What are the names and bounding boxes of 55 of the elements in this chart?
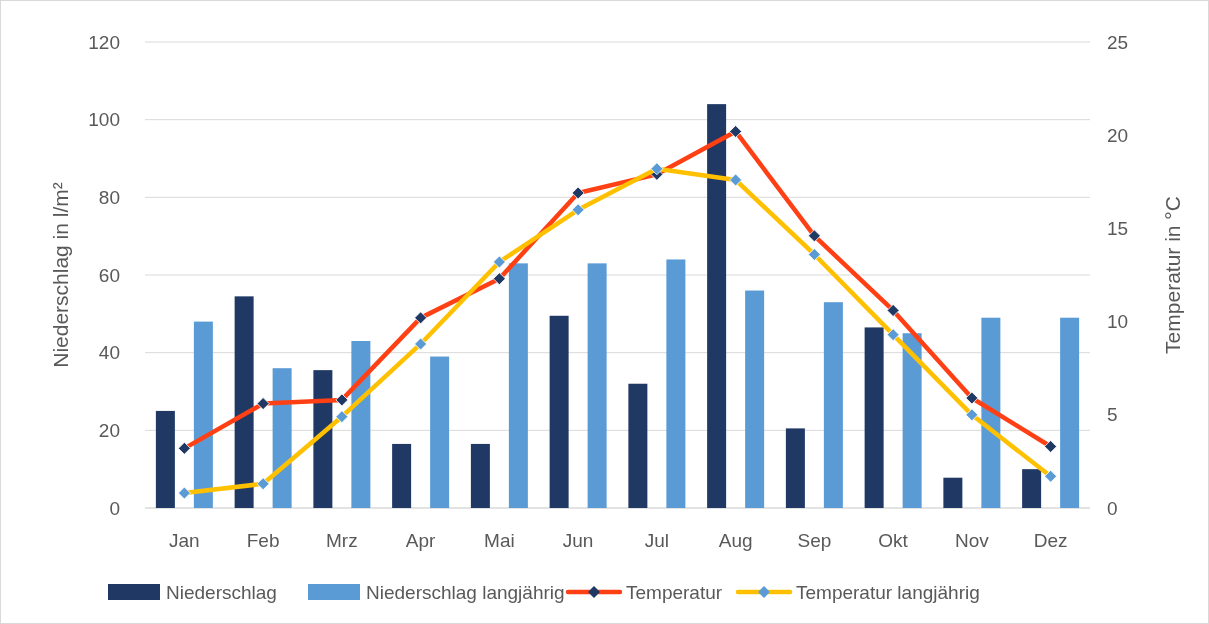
x-tick-label: Nov <box>954 529 990 551</box>
y2-tick-label: 20 <box>1107 124 1129 146</box>
x-tick-label: Jan <box>169 529 200 551</box>
y-tick-label: 80 <box>98 186 120 208</box>
y2-tick-label: 15 <box>1107 218 1129 240</box>
x-tick-label: Dez <box>1033 529 1068 551</box>
bar <box>943 477 963 508</box>
x-tick-label: Apr <box>405 529 437 551</box>
bar <box>549 315 569 508</box>
bar <box>313 370 333 508</box>
bar <box>508 263 528 508</box>
bar <box>272 368 292 508</box>
bar <box>864 327 884 508</box>
bar <box>785 428 805 508</box>
bar <box>981 317 1001 508</box>
bar <box>193 321 213 508</box>
y-tick-label: 40 <box>98 342 120 364</box>
y-tick-label: 120 <box>88 31 120 53</box>
legend-label: Niederschlag langjährig <box>366 581 565 603</box>
bar <box>628 383 648 508</box>
x-tick-label: Okt <box>878 529 909 551</box>
y-tick-label: 60 <box>98 264 120 286</box>
y-tick-label: 20 <box>98 419 120 441</box>
bar <box>234 296 254 508</box>
x-tick-label: Sep <box>797 529 832 551</box>
y-tick-label: 100 <box>88 109 120 131</box>
bar <box>745 290 765 508</box>
x-tick-label: Feb <box>246 529 280 551</box>
bar <box>707 104 727 508</box>
bar <box>155 410 175 508</box>
y-axis-title: Niederschlag in l/m² <box>49 182 72 368</box>
y2-tick-label: 25 <box>1107 31 1129 53</box>
y2-tick-label: 0 <box>1107 497 1118 519</box>
x-tick-label: Jun <box>562 529 594 551</box>
bar <box>392 443 412 508</box>
x-tick-label: Aug <box>718 529 753 551</box>
y-tick-label: 0 <box>109 497 120 519</box>
bar <box>587 263 607 508</box>
legend-label: Niederschlag <box>166 581 277 603</box>
y2-tick-label: 5 <box>1107 404 1118 426</box>
bar <box>1060 317 1080 508</box>
x-tick-label: Mrz <box>326 529 358 551</box>
legend-label: Temperatur <box>626 581 723 603</box>
bar <box>902 333 922 508</box>
bar <box>351 341 371 508</box>
bar <box>1022 469 1042 508</box>
y2-tick-label: 10 <box>1107 311 1129 333</box>
x-tick-label: Jul <box>644 529 670 551</box>
legend-label: Temperatur langjährig <box>796 581 980 603</box>
bar <box>666 259 686 508</box>
bar <box>470 443 490 508</box>
y2-axis-title: Temperatur in °C <box>1161 196 1184 354</box>
bar <box>823 302 843 508</box>
bar <box>430 356 450 508</box>
x-tick-label: Mai <box>484 529 515 551</box>
